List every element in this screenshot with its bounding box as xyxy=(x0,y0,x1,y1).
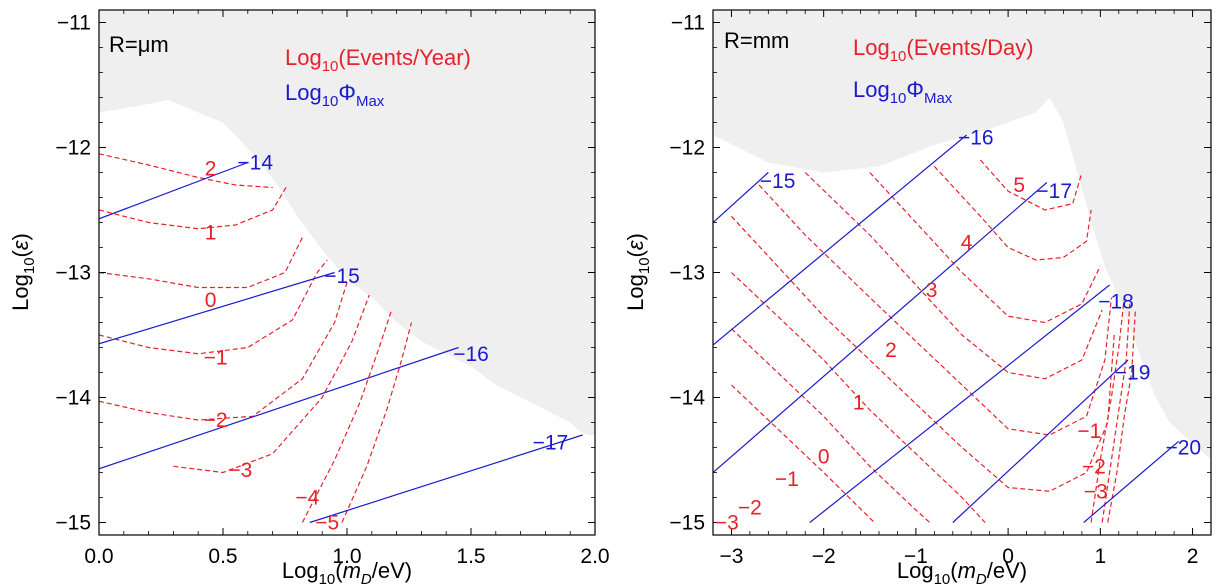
phi-contour-left-10 xyxy=(99,346,459,470)
contour-label-left-4: −2 xyxy=(204,409,228,432)
contour-label-right-16: −19 xyxy=(1115,362,1151,385)
contour-label-left-5: −3 xyxy=(228,459,252,482)
contour-label-right-15: −18 xyxy=(1098,290,1134,313)
contour-label-right-11: −3 xyxy=(1084,480,1108,503)
y-tick-label-right-1: −14 xyxy=(669,387,705,410)
contour-label-left-8: −14 xyxy=(237,152,273,175)
y-tick-label-left-0: −15 xyxy=(55,512,91,535)
x-tick-label-left-0: 0.0 xyxy=(84,545,113,568)
contour-label-right-12: −15 xyxy=(760,170,796,193)
y-tick-label-right-3: −12 xyxy=(669,137,705,160)
x-tick-label-left-3: 1.5 xyxy=(456,545,485,568)
panel-label-right: R=mm xyxy=(724,28,789,53)
event-contour-right-11 xyxy=(1107,309,1136,523)
event-contour-left-2 xyxy=(99,237,303,289)
contour-label-left-10: −16 xyxy=(453,343,489,366)
event-contour-right-2 xyxy=(869,172,1101,324)
excluded-region-right xyxy=(713,10,1211,460)
event-contour-left-7 xyxy=(341,322,413,523)
y-tick-label-left-2: −13 xyxy=(55,262,91,285)
phi-contour-left-8 xyxy=(99,161,249,220)
contour-label-left-9: −15 xyxy=(324,265,360,288)
contour-label-left-0: 2 xyxy=(205,158,217,181)
x-tick-label-right-2: −1 xyxy=(904,545,928,568)
phi-contour-left-9 xyxy=(99,271,335,345)
excluded-region-right xyxy=(713,10,1211,460)
contour-label-left-6: −4 xyxy=(295,487,319,510)
x-tick-label-right-5: 2 xyxy=(1187,545,1199,568)
contour-label-left-1: 1 xyxy=(205,222,217,245)
contour-label-right-14: −17 xyxy=(1036,180,1072,203)
event-contour-right-1 xyxy=(933,165,1092,261)
right-panel: −3 −2 −1 0 1 2−15−14−13−12−11 543210−1−2−3−1−… xyxy=(623,9,1212,588)
contours-left xyxy=(99,153,583,524)
contour-label-right-4: 1 xyxy=(853,392,865,415)
event-contour-right-0 xyxy=(979,159,1083,211)
x-tick-label-right-4: 1 xyxy=(1094,545,1106,568)
x-axis-label-right: Log10(mD/eV) xyxy=(897,558,1027,588)
phi-contour-right-16 xyxy=(952,359,1129,523)
x-tick-label-left-4: 2.0 xyxy=(580,545,609,568)
y-axis-label-right: Log10(ε) xyxy=(623,233,653,311)
contour-label-right-10: −2 xyxy=(1082,455,1106,478)
contour-label-right-13: −16 xyxy=(958,127,994,150)
contour-label-right-17: −20 xyxy=(1165,437,1201,460)
left-panel: 0.0 0.5 1.0 1.5 2.0 −15 −14 −13 −12 −11 2 1 0 −1 −2 −3… xyxy=(8,9,610,588)
x-tick-label-right-0: −3 xyxy=(719,545,743,568)
y-axis-label-left: Log10(ε) xyxy=(8,233,38,311)
x-tick-label-right-1: −2 xyxy=(812,545,836,568)
contour-label-right-1: 4 xyxy=(961,232,973,255)
event-contour-left-5 xyxy=(173,294,370,474)
y-tick-label-left-1: −14 xyxy=(55,387,91,410)
x-tick-label-left-2: 1.0 xyxy=(332,545,361,568)
contour-label-right-9: −1 xyxy=(1077,420,1101,443)
contour-label-left-3: −1 xyxy=(204,347,228,370)
phi-contour-right-14 xyxy=(713,182,1048,473)
phi-contour-right-13 xyxy=(713,134,967,346)
phi-contour-right-12 xyxy=(713,172,769,223)
y-tick-label-right-2: −13 xyxy=(669,262,705,285)
contour-label-right-7: −2 xyxy=(738,497,762,520)
contour-label-left-2: 0 xyxy=(205,289,217,312)
ticks-left: 0.0 0.5 1.0 1.5 2.0−15−14−13−12−11 xyxy=(55,10,610,568)
event-contour-right-7 xyxy=(730,328,931,523)
contour-label-left-7: −5 xyxy=(315,512,339,535)
y-tick-label-left-4: −11 xyxy=(57,12,91,35)
ticks-right: −3 −2 −1 0 1 2−15−14−13−12−11 xyxy=(669,10,1211,568)
phi-contour-right-15 xyxy=(809,284,1110,523)
contour-label-right-3: 2 xyxy=(885,339,897,362)
contours-right xyxy=(713,134,1180,523)
contour-label-right-2: 3 xyxy=(926,279,938,302)
y-tick-label-right-4: −11 xyxy=(671,12,705,35)
event-contour-left-0 xyxy=(99,153,273,189)
panel-label-left: R=μm xyxy=(109,32,169,57)
event-contour-left-6 xyxy=(301,309,393,523)
contour-label-right-0: 5 xyxy=(1013,174,1025,197)
event-contour-right-4 xyxy=(758,184,1112,436)
x-tick-label-right-3: 0 xyxy=(1002,545,1014,568)
excluded-region-left xyxy=(99,10,595,435)
event-contour-left-3 xyxy=(99,259,328,355)
event-contour-right-8 xyxy=(730,384,875,523)
contour-label-left-11: −17 xyxy=(533,432,569,455)
event-contour-left-1 xyxy=(99,184,289,230)
contour-label-right-5: 0 xyxy=(818,445,830,468)
y-tick-label-right-0: −15 xyxy=(669,512,705,535)
phi-contour-left-11 xyxy=(309,434,583,524)
contour-label-right-6: −1 xyxy=(775,468,799,491)
event-contour-right-10 xyxy=(1101,303,1131,523)
contour-label-right-8: −3 xyxy=(715,512,739,535)
y-tick-label-left-3: −12 xyxy=(55,137,91,160)
excluded-region-left xyxy=(99,10,595,435)
event-contour-right-3 xyxy=(804,172,1103,380)
x-tick-label-left-1: 0.5 xyxy=(208,545,237,568)
contour-labels-left: 2 1 0 −1 −2 −3 −4−5 −14 −15 −16 −17 xyxy=(204,152,569,535)
event-contour-right-9 xyxy=(1090,297,1125,523)
x-axis-label-left: Log10(mD/eV) xyxy=(282,558,412,588)
phi-contour-right-17 xyxy=(1083,440,1180,523)
event-contour-right-5 xyxy=(730,215,1115,492)
event-contour-right-6 xyxy=(730,272,986,523)
